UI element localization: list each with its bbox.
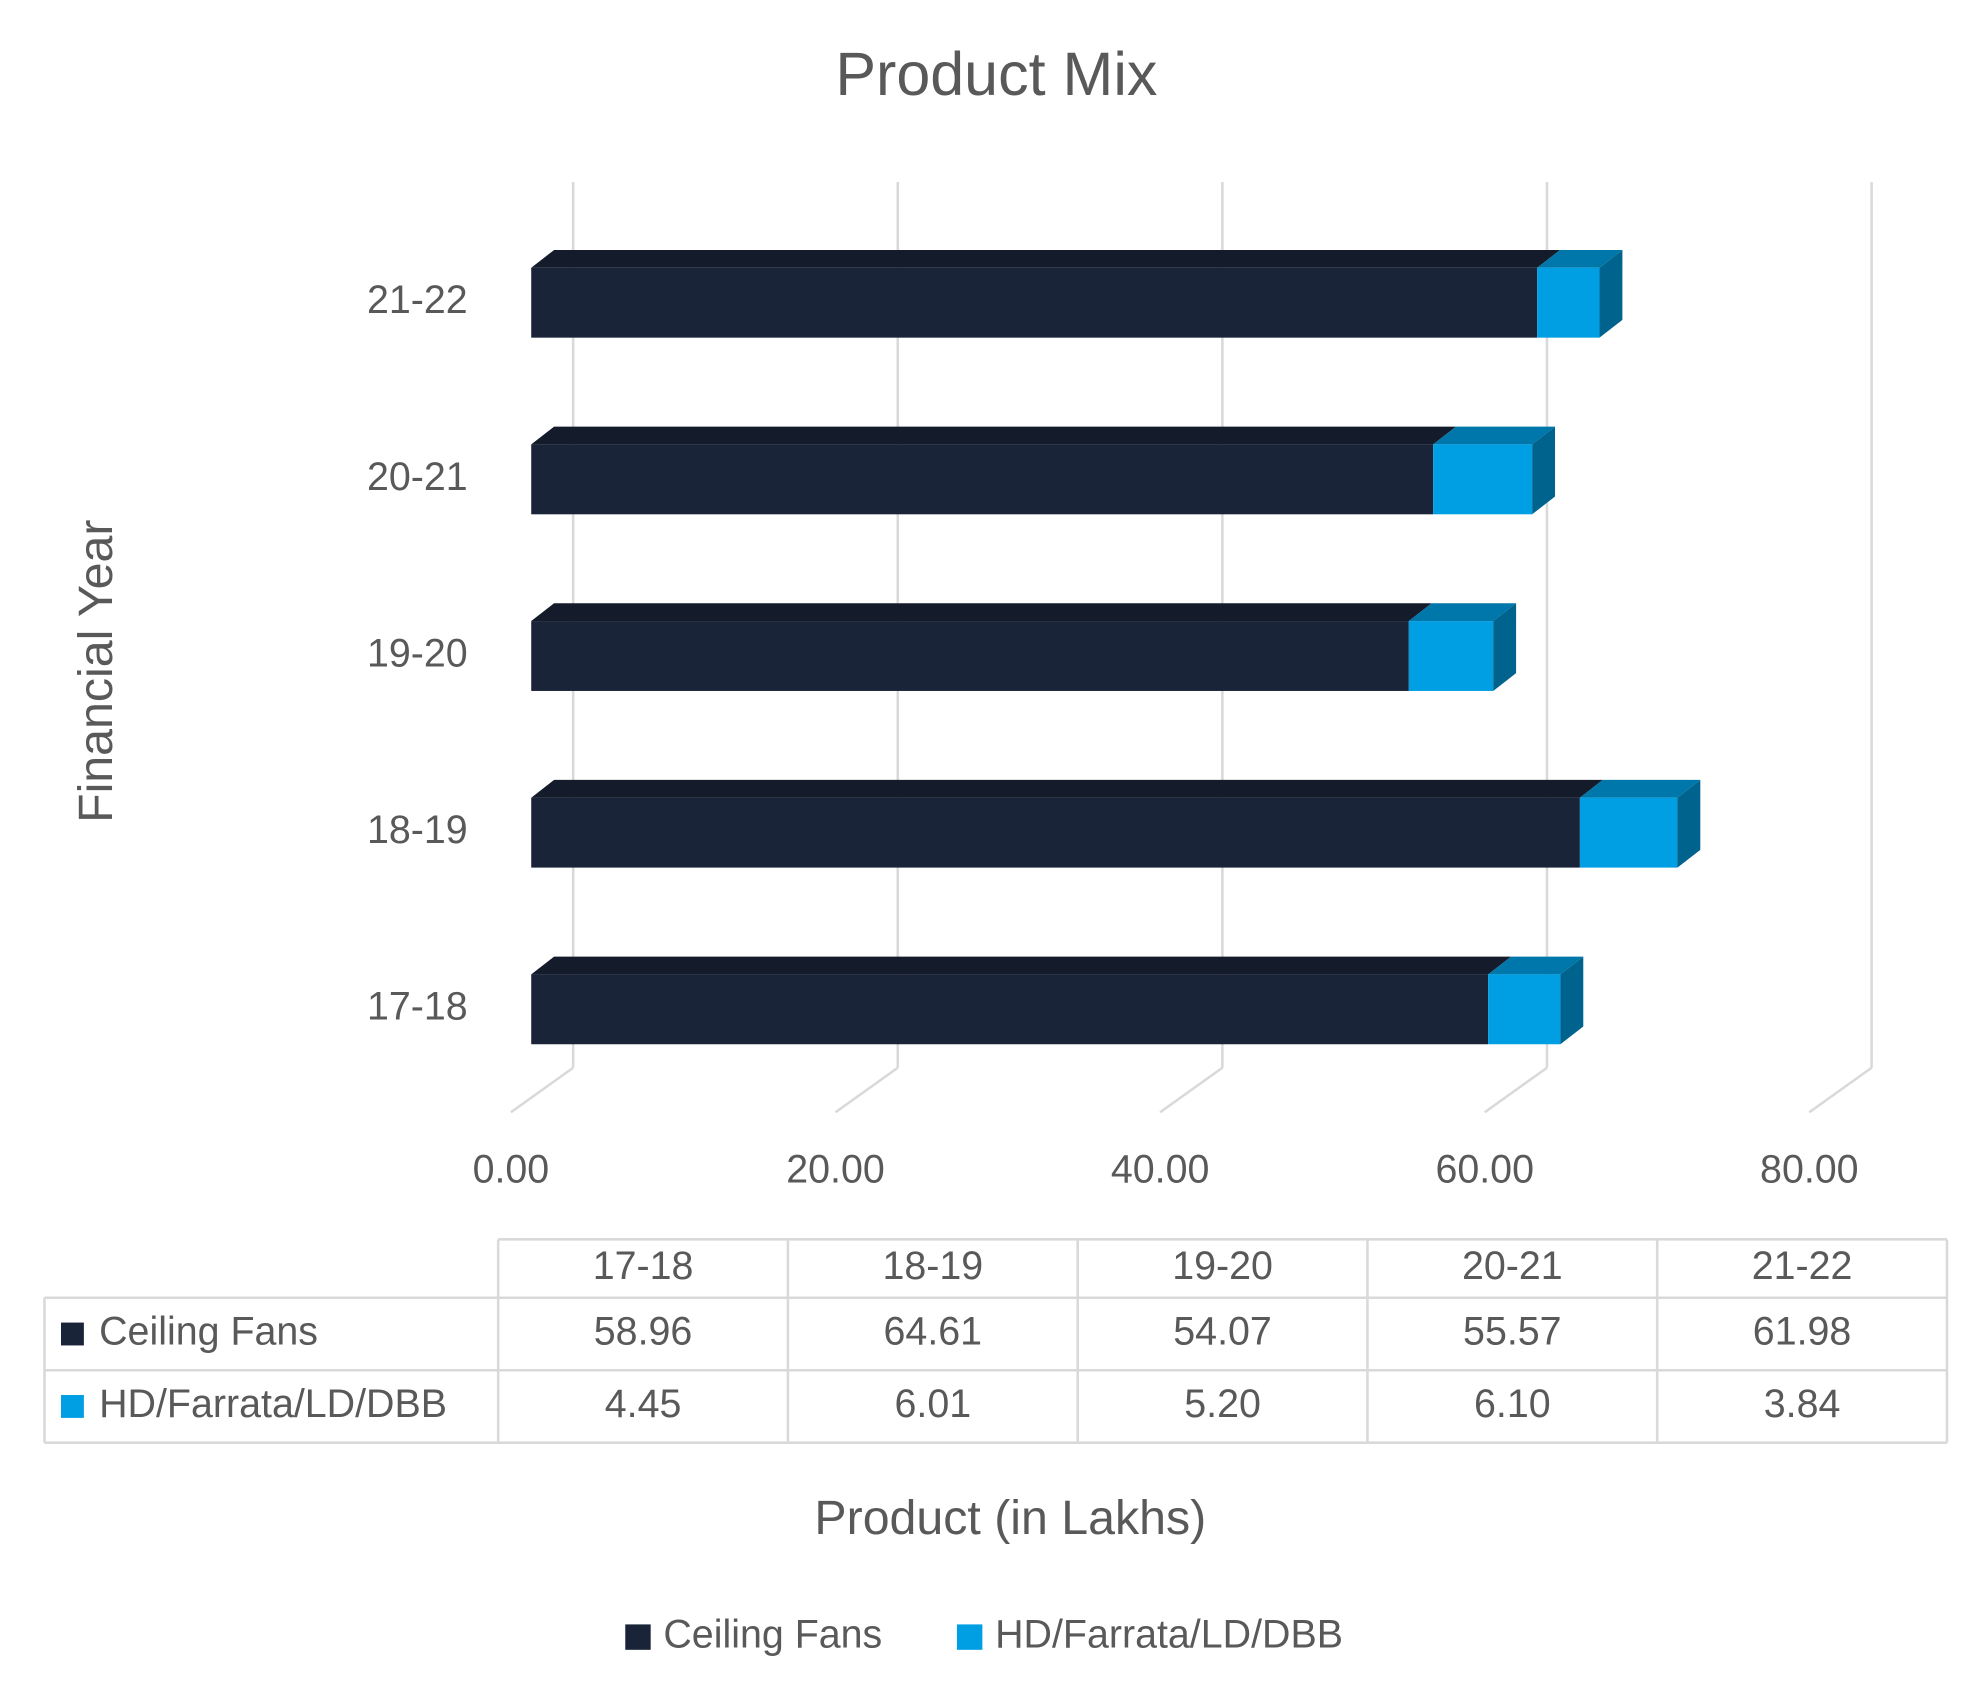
bar bbox=[531, 267, 1538, 338]
bar-side bbox=[1493, 603, 1517, 691]
x-tick-label: 40.00 bbox=[1111, 1147, 1210, 1191]
bar-segment bbox=[531, 426, 1457, 515]
bar bbox=[531, 974, 1489, 1045]
x-tick-label: 60.00 bbox=[1435, 1147, 1534, 1191]
x-tick-label: 80.00 bbox=[1760, 1147, 1859, 1191]
bar bbox=[1488, 974, 1561, 1045]
y-tick-label: 18-19 bbox=[367, 808, 468, 852]
table-cell: 6.01 bbox=[894, 1382, 971, 1426]
bar bbox=[1408, 621, 1494, 691]
y-tick-label: 21-22 bbox=[367, 278, 468, 322]
bar-side bbox=[1560, 956, 1584, 1045]
bar-segment bbox=[1579, 779, 1701, 868]
bar bbox=[1433, 444, 1533, 515]
bar-top bbox=[531, 603, 1432, 622]
bar bbox=[531, 797, 1580, 868]
table-header: 21-22 bbox=[1752, 1244, 1853, 1288]
bar bbox=[1537, 267, 1600, 338]
table-cell: 58.96 bbox=[594, 1309, 693, 1353]
grid-floor-line bbox=[1808, 1066, 1873, 1114]
legend-label: HD/Farrata/LD/DBB bbox=[995, 1613, 1343, 1657]
table-legend-key bbox=[61, 1322, 84, 1346]
bar-side bbox=[1599, 249, 1623, 338]
table-header: 17-18 bbox=[593, 1244, 694, 1288]
bar-top bbox=[1408, 603, 1517, 622]
grid-floor-line bbox=[834, 1066, 899, 1114]
table-row-label: Ceiling Fans bbox=[99, 1309, 318, 1353]
table-cell: 3.84 bbox=[1764, 1382, 1841, 1426]
chart-title: Product Mix bbox=[835, 40, 1157, 108]
table-cell: 54.07 bbox=[1173, 1309, 1272, 1353]
bar-segment bbox=[531, 779, 1603, 868]
grid-floor-line bbox=[510, 1066, 574, 1114]
bar bbox=[531, 621, 1409, 691]
table-cell: 4.45 bbox=[605, 1382, 682, 1426]
legend-key bbox=[956, 1624, 983, 1650]
legend-label: Ceiling Fans bbox=[663, 1613, 882, 1657]
bar-segment bbox=[531, 603, 1432, 691]
table-header: 20-21 bbox=[1462, 1244, 1563, 1288]
bar-segment bbox=[1537, 249, 1623, 338]
bar-segment bbox=[1488, 956, 1584, 1045]
bar-top bbox=[531, 956, 1512, 975]
table-cell: 55.57 bbox=[1463, 1309, 1562, 1353]
bar-top bbox=[531, 779, 1603, 798]
grid-floor-line bbox=[1159, 1066, 1224, 1114]
bar-top bbox=[531, 426, 1457, 445]
table-row-label: HD/Farrata/LD/DBB bbox=[99, 1382, 447, 1426]
y-tick-label: 19-20 bbox=[367, 631, 468, 675]
legend-key bbox=[625, 1624, 651, 1650]
bar-segment bbox=[531, 956, 1512, 1045]
bar-side bbox=[1532, 426, 1556, 515]
x-tick-label: 20.00 bbox=[786, 1147, 885, 1191]
table-header: 18-19 bbox=[882, 1244, 983, 1288]
bar bbox=[1579, 797, 1678, 868]
table-cell: 61.98 bbox=[1753, 1309, 1852, 1353]
table-cell: 64.61 bbox=[884, 1309, 983, 1353]
bar-segment bbox=[531, 249, 1561, 338]
bar bbox=[531, 444, 1434, 515]
table-legend-key bbox=[61, 1395, 84, 1418]
table-cell: 5.20 bbox=[1184, 1382, 1261, 1426]
grid-floor-line bbox=[1483, 1066, 1548, 1114]
table-header: 19-20 bbox=[1172, 1244, 1273, 1288]
bar-top bbox=[531, 249, 1561, 268]
bar-segment bbox=[1433, 426, 1556, 515]
y-tick-label: 17-18 bbox=[367, 985, 468, 1029]
x-axis-title: Product (in Lakhs) bbox=[814, 1491, 1206, 1545]
bar-top bbox=[1433, 426, 1556, 445]
table-cell: 6.10 bbox=[1474, 1382, 1551, 1426]
y-tick-label: 20-21 bbox=[367, 455, 468, 499]
bar-segment bbox=[1408, 603, 1517, 691]
bar-top bbox=[1579, 779, 1701, 798]
y-axis-title: Financial Year bbox=[69, 520, 123, 823]
bar-top bbox=[1537, 249, 1623, 268]
x-tick-label: 0.00 bbox=[473, 1147, 550, 1191]
bar-side bbox=[1677, 779, 1701, 868]
bar-top bbox=[1488, 956, 1584, 975]
